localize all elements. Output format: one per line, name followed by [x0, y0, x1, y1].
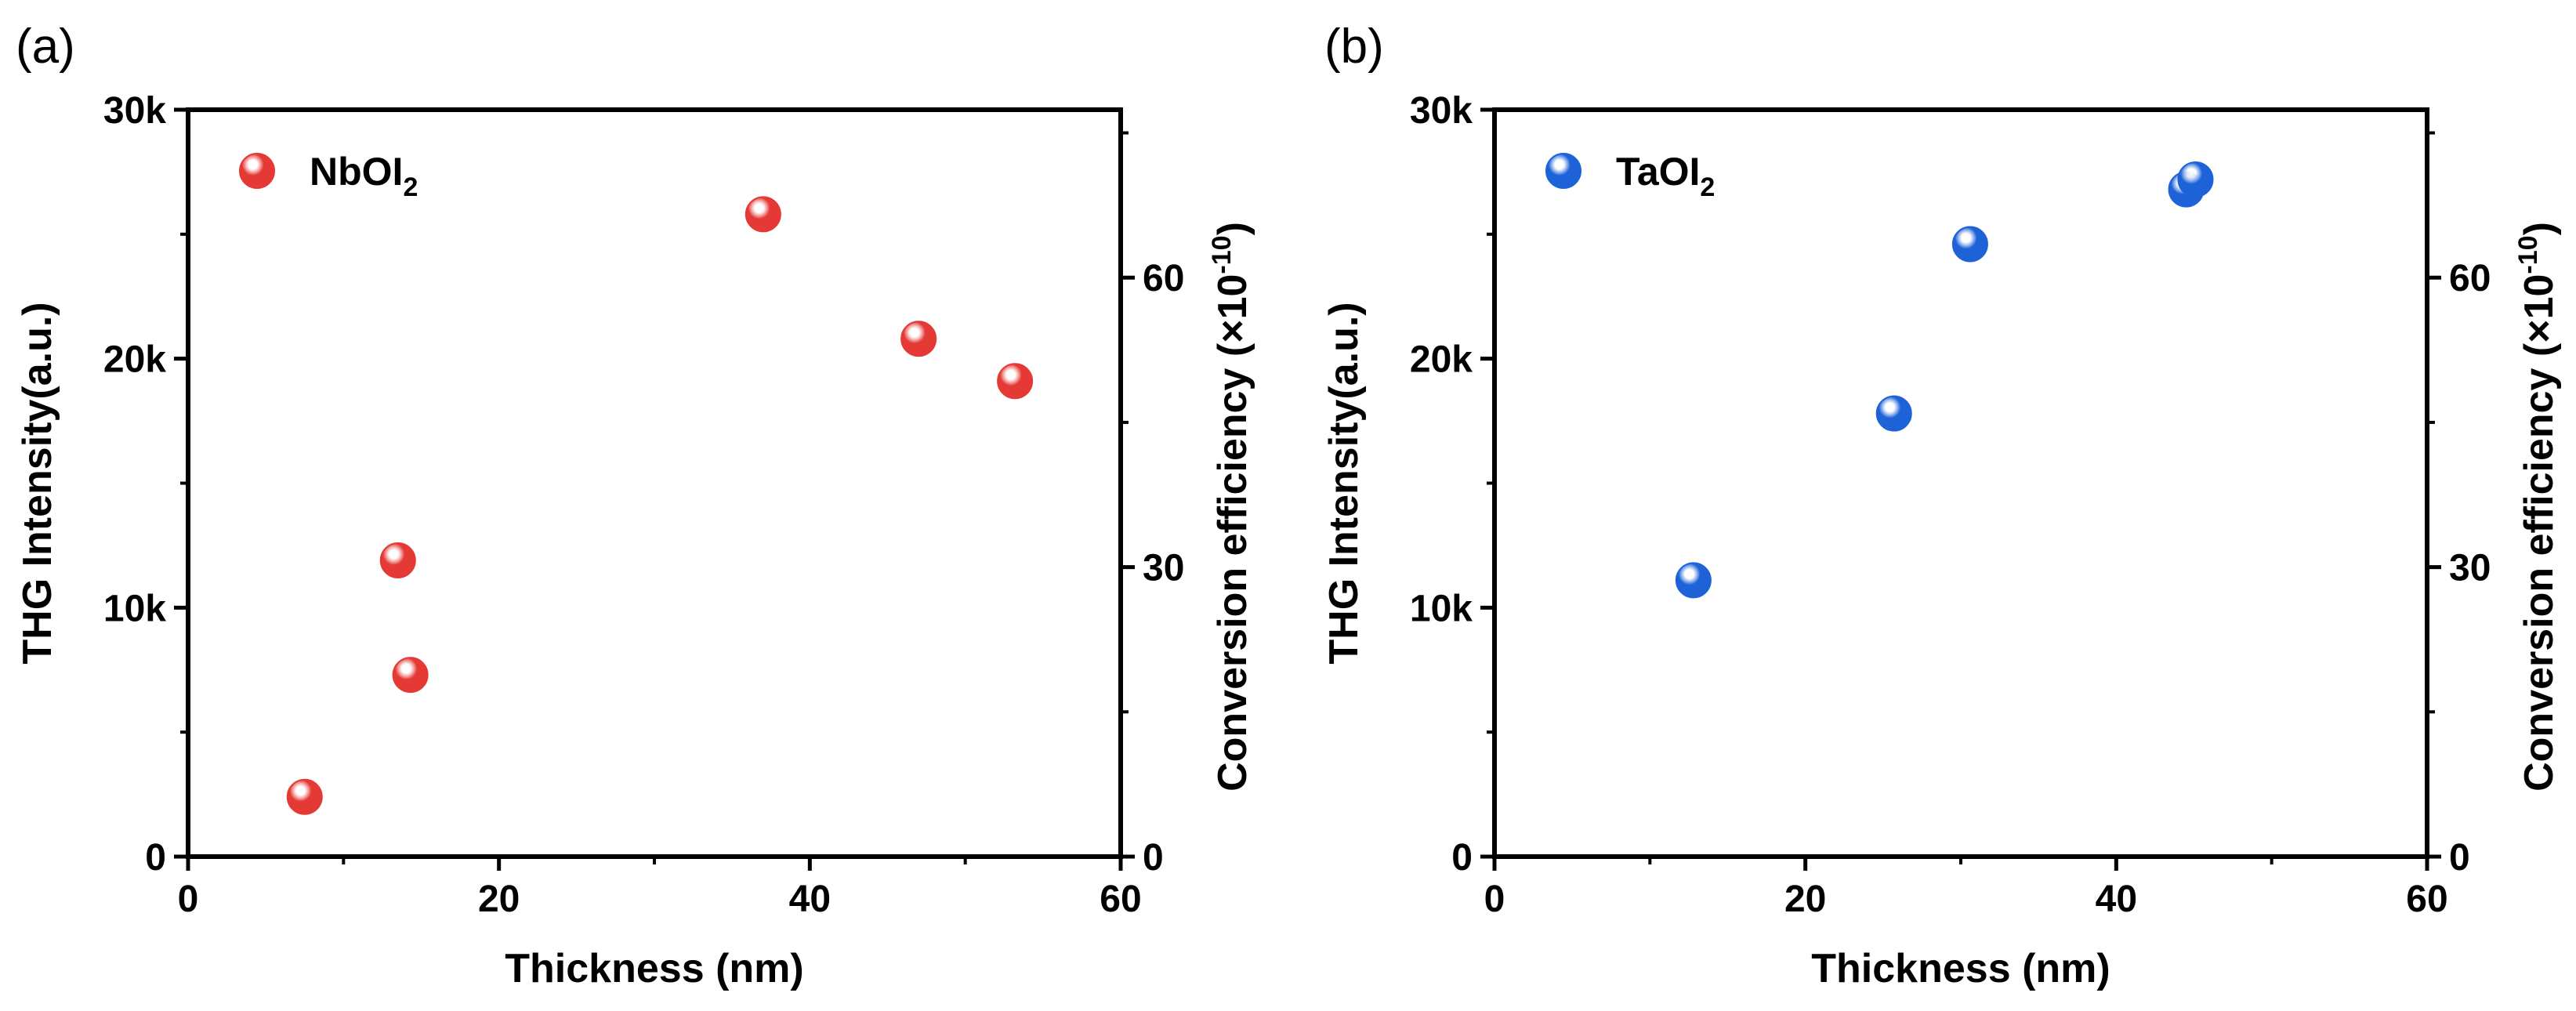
data-points	[286, 196, 1034, 815]
y2-axis-title: Conversion efficiency (×10-10)	[1207, 222, 1255, 792]
y-tick-label: 30k	[103, 90, 166, 132]
legend-marker	[1545, 153, 1581, 189]
y-tick-label: 10k	[103, 588, 166, 629]
y-tick-label: 20k	[103, 339, 166, 381]
data-point	[745, 196, 781, 233]
y-axis-title: THG Intensity(a.u.)	[15, 302, 60, 664]
y2-tick-label: 60	[2449, 258, 2491, 299]
y-axis-left: 0 10k 20k 30k	[1410, 90, 1495, 879]
y2-title-main: Conversion efficiency (×10	[1210, 274, 1255, 792]
data-point	[1875, 395, 1912, 432]
data-points	[1675, 161, 2214, 599]
y2-title-exponent: -10	[1207, 235, 1237, 274]
y2-title-close: )	[1210, 222, 1255, 235]
data-point	[379, 542, 416, 578]
legend-marker	[239, 153, 275, 189]
x-tick-label: 40	[789, 879, 831, 920]
panel-b: (b) 0 20 40 60 0 10k 20k 30k 0 30 60 Thickness (…	[1321, 20, 2562, 991]
y-tick-label: 10k	[1410, 588, 1473, 629]
y2-tick-label: 60	[1143, 258, 1184, 299]
data-point	[1951, 226, 1988, 263]
y2-title-main: Conversion efficiency (×10	[2516, 274, 2562, 792]
data-point	[997, 363, 1034, 400]
panel-a: (a) 0 20 40 60 0 10k 20k 30k 0 30 60 Thickness (…	[15, 20, 1255, 991]
panel-label: (b)	[1324, 20, 1384, 74]
y2-tick-label: 0	[2449, 837, 2470, 879]
y-tick-label: 0	[145, 837, 166, 879]
data-point	[1675, 562, 1712, 599]
y-tick-label: 0	[1451, 837, 1473, 879]
plot-frame	[186, 107, 1123, 859]
y2-title-close: )	[2516, 222, 2562, 235]
legend-series-subscript: 2	[1700, 172, 1715, 202]
y-tick-label: 30k	[1410, 90, 1473, 132]
legend-series-subscript: 2	[403, 172, 418, 202]
y2-tick-label: 0	[1143, 837, 1164, 879]
data-point	[392, 657, 429, 694]
y2-tick-label: 30	[2449, 548, 2491, 589]
data-point	[2177, 161, 2214, 197]
legend: TaOI2	[1545, 150, 1715, 202]
x-tick-label: 60	[2406, 879, 2447, 920]
x-tick-label: 0	[1484, 879, 1505, 920]
x-tick-label: 20	[478, 879, 520, 920]
x-tick-label: 60	[1100, 879, 1141, 920]
y2-axis-title: Conversion efficiency (×10-10)	[2513, 222, 2562, 792]
legend: NbOI2	[239, 150, 418, 202]
y-tick-label: 20k	[1410, 339, 1473, 381]
x-tick-label: 40	[2096, 879, 2137, 920]
y-axis-title: THG Intensity(a.u.)	[1321, 302, 1367, 664]
x-axis-title: Thickness (nm)	[1811, 946, 2110, 991]
legend-series-name: NbOI	[310, 150, 403, 194]
y-axis-right: 0 30 60	[2427, 131, 2491, 879]
legend-label: NbOI2	[310, 150, 418, 202]
data-point	[900, 321, 937, 357]
x-tick-label: 0	[178, 879, 199, 920]
data-point	[286, 778, 323, 815]
x-axis: 0 20 40 60	[178, 857, 1142, 920]
plot-frame	[1492, 107, 2429, 859]
legend-label: TaOI2	[1616, 150, 1715, 202]
y2-title-exponent: -10	[2513, 235, 2543, 274]
panel-label: (a)	[16, 20, 75, 74]
x-tick-label: 20	[1784, 879, 1826, 920]
x-axis-title: Thickness (nm)	[505, 946, 803, 991]
legend-series-name: TaOI	[1616, 150, 1700, 194]
y2-tick-label: 30	[1143, 548, 1184, 589]
y-axis-right: 0 30 60	[1121, 131, 1184, 879]
x-axis: 0 20 40 60	[1484, 857, 2448, 920]
y-axis-left: 0 10k 20k 30k	[103, 90, 188, 879]
